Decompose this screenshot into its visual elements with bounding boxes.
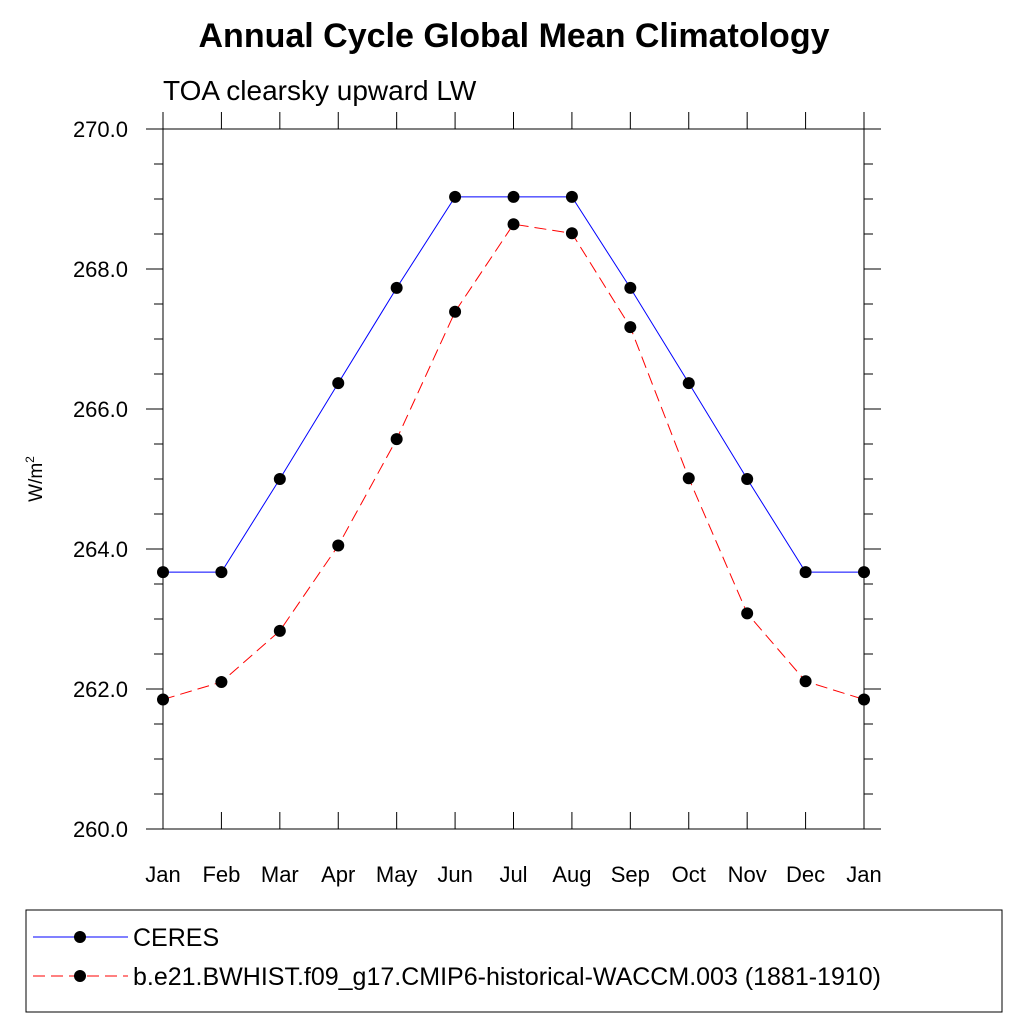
- x-tick-label: Apr: [321, 862, 355, 887]
- series-1: [157, 190, 870, 579]
- legend-item: CERES: [33, 924, 219, 952]
- data-point: [682, 377, 695, 390]
- series-line: [163, 196, 864, 573]
- legend-label: b.e21.BWHIST.f09_g17.CMIP6-historical-WA…: [133, 963, 881, 991]
- y-tick-label: 270.0: [73, 117, 128, 142]
- legend-box: [25, 909, 1003, 1013]
- data-point: [624, 281, 637, 294]
- data-point: [799, 566, 812, 579]
- chart-subtitle: TOA clearsky upward LW: [163, 75, 477, 106]
- y-axis: 260.0 262.0 264.0 266.0 268.0 270.0: [73, 117, 881, 842]
- plot-frame: [162, 128, 865, 830]
- legend: CERES b.e21.BWHIST.f09_g17.CMIP6-historic…: [25, 909, 1003, 1013]
- y-axis-label-sup: 2: [23, 456, 37, 463]
- x-tick-label: Aug: [552, 862, 591, 887]
- data-point: [390, 433, 403, 446]
- data-point: [449, 305, 462, 318]
- data-point: [507, 218, 520, 231]
- x-tick-label: Nov: [728, 862, 767, 887]
- data-point: [273, 473, 286, 485]
- data-point: [799, 675, 812, 688]
- x-tick-label: Mar: [261, 862, 299, 887]
- x-tick-label: Oct: [672, 862, 706, 887]
- data-point: [682, 472, 695, 485]
- y-tick-label: 268.0: [73, 257, 128, 282]
- legend-marker: [74, 970, 86, 982]
- data-point: [741, 473, 754, 485]
- legend-marker: [74, 931, 86, 943]
- x-tick-label: May: [376, 862, 418, 887]
- x-tick-label: Jan: [145, 862, 180, 887]
- x-tick-label: Feb: [202, 862, 240, 887]
- data-point: [741, 607, 754, 620]
- data-point: [449, 190, 462, 203]
- data-point: [858, 566, 870, 579]
- data-point: [565, 190, 578, 203]
- series-line: [162, 223, 865, 700]
- x-tick-label: Jul: [499, 862, 527, 887]
- x-axis: Jan Feb Mar Apr May Jun Jul Aug Sep Oct Nov Dec Jan: [145, 112, 882, 887]
- data-point: [215, 566, 228, 579]
- y-axis-label-main: W/m: [26, 463, 47, 502]
- data-point: [157, 693, 169, 706]
- data-point: [565, 227, 578, 240]
- y-tick-label: 262.0: [73, 677, 128, 702]
- y-tick-label: 266.0: [73, 397, 128, 422]
- data-point: [157, 566, 169, 579]
- x-tick-label: Jun: [437, 862, 472, 887]
- data-point: [332, 377, 345, 390]
- y-axis-label: W/m2: [23, 456, 47, 502]
- y-tick-label: 260.0: [73, 817, 128, 842]
- legend-item: b.e21.BWHIST.f09_g17.CMIP6-historical-WA…: [33, 963, 881, 991]
- series-layer: [157, 190, 870, 706]
- x-tick-label: Dec: [786, 862, 825, 887]
- chart-title: Annual Cycle Global Mean Climatology: [199, 17, 830, 55]
- data-point: [507, 190, 520, 203]
- data-point: [332, 539, 345, 552]
- data-point: [390, 281, 403, 294]
- plot-border: [162, 128, 865, 830]
- data-point: [273, 624, 286, 637]
- series-2: [157, 218, 870, 706]
- x-tick-label: Sep: [611, 862, 650, 887]
- legend-label: CERES: [133, 924, 219, 952]
- y-tick-label: 264.0: [73, 537, 128, 562]
- data-point: [624, 321, 637, 334]
- data-point: [858, 693, 870, 706]
- x-tick-label: Jan: [846, 862, 881, 887]
- data-point: [215, 676, 228, 688]
